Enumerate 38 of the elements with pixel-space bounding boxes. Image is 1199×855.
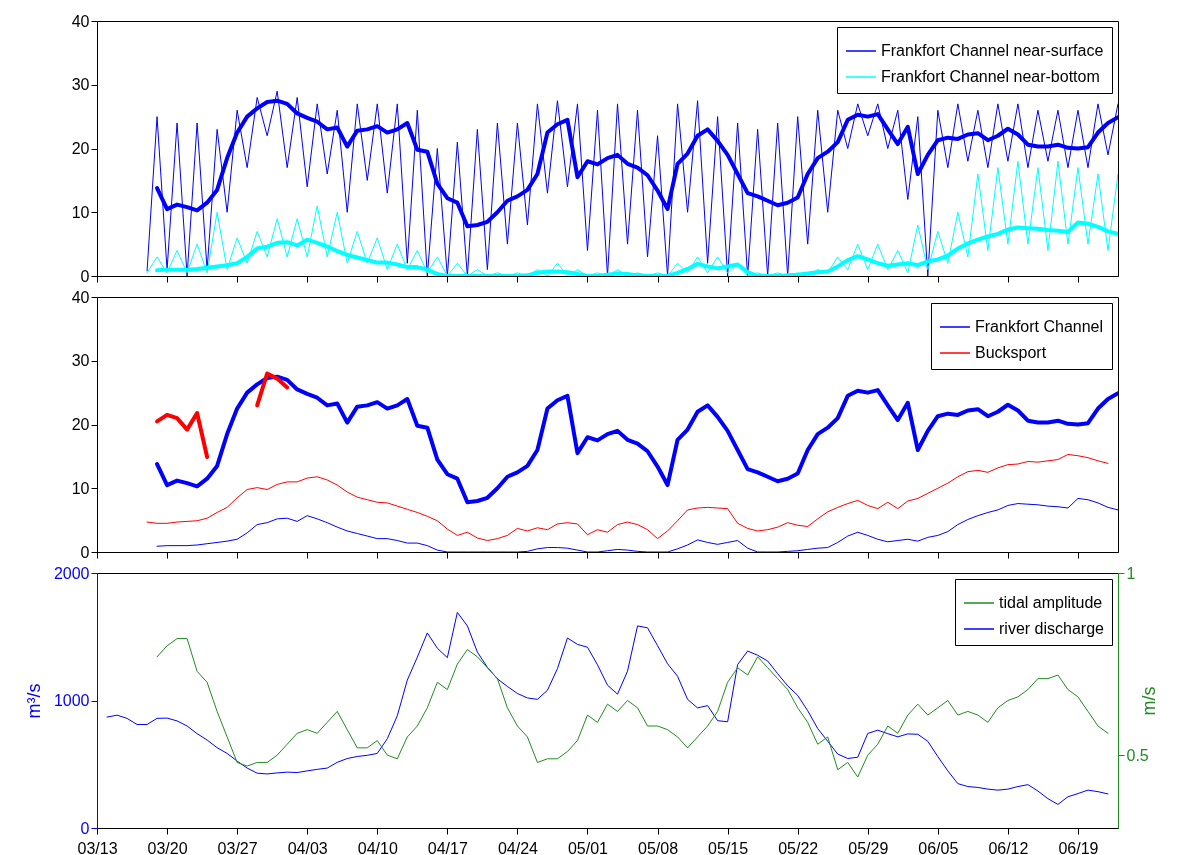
x-tick-label: 04/03 (287, 839, 328, 855)
legend-label: tidal amplitude (999, 594, 1103, 611)
y-tick-label: 40 (71, 12, 90, 30)
y-tick-label: 10 (71, 203, 90, 221)
y-tick-label: 10 (71, 479, 90, 497)
y-tick-label: 2000 (53, 564, 90, 582)
y-tick-label: 20 (71, 416, 90, 433)
y-tick-label: 0 (80, 543, 90, 561)
x-tick-label: 03/27 (217, 839, 258, 855)
y-tick-label: 30 (71, 352, 90, 370)
x-tick-label: 05/15 (708, 839, 749, 855)
x-tick-label: 04/24 (497, 839, 539, 855)
x-tick-label: 06/05 (918, 839, 959, 855)
y2-axis-title: m/s (1138, 686, 1159, 716)
y-tick-label: 30 (71, 76, 90, 94)
legend-label: Frankfort Channel near-surface (881, 42, 1104, 59)
x-tick-label: 05/08 (638, 839, 679, 855)
x-tick-label: 06/12 (988, 839, 1029, 855)
x-tick-label: 03/13 (77, 839, 118, 855)
x-tick-label: 05/01 (567, 839, 609, 855)
y-tick-label: 1000 (53, 692, 90, 709)
legend-label: river discharge (999, 620, 1105, 637)
legend-label: Bucksport (975, 344, 1047, 361)
y-tick-label: 40 (71, 288, 90, 306)
y-tick-label: 20 (71, 140, 90, 157)
y2-tick-label: 1 (1126, 564, 1136, 582)
legend-label: Frankfort Channel near-bottom (881, 68, 1100, 85)
y-tick-label: 0 (80, 267, 90, 285)
x-tick-label: 04/17 (427, 839, 468, 855)
legend-label: Frankfort Channel (975, 318, 1104, 335)
x-tick-label: 05/22 (778, 839, 819, 855)
x-tick-label: 04/10 (357, 839, 398, 855)
x-tick-label: 05/29 (848, 839, 889, 855)
y-tick-label: 0 (80, 819, 90, 837)
y2-tick-label: 0.5 (1126, 746, 1149, 764)
x-tick-label: 06/19 (1058, 839, 1099, 855)
y-axis-title: m³/s (23, 683, 44, 719)
x-tick-label: 03/20 (147, 839, 188, 855)
